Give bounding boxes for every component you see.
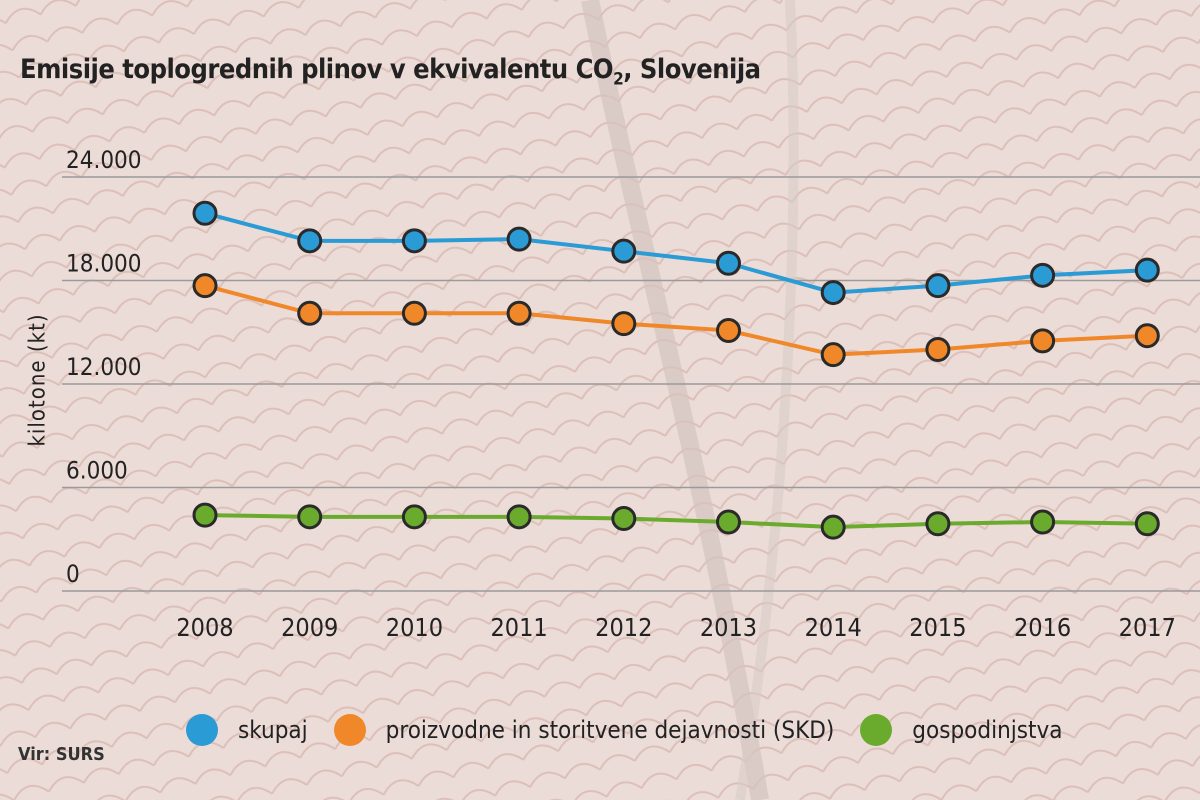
- series-line-1: [204, 283, 1148, 357]
- legend-item-skd: proizvodne in storitvene dejavnosti (SKD…: [333, 714, 835, 746]
- data-point: [192, 273, 218, 299]
- data-point: [1134, 257, 1160, 283]
- legend: skupaj proizvodne in storitvene dejavnos…: [186, 708, 1088, 752]
- data-point: [611, 311, 637, 337]
- x-tick-label: 2011: [490, 613, 547, 642]
- data-point: [506, 504, 532, 530]
- data-point: [611, 506, 637, 532]
- x-tick-label: 2015: [909, 613, 966, 642]
- data-point: [297, 228, 323, 254]
- data-point: [820, 342, 846, 368]
- data-point: [297, 504, 323, 530]
- x-tick-label: 2014: [805, 613, 862, 642]
- data-point: [925, 511, 951, 537]
- data-point: [1134, 323, 1160, 349]
- y-tick-label: 18.000: [66, 250, 142, 278]
- series-line-2: [204, 513, 1148, 530]
- legend-item-skupaj: skupaj: [186, 714, 308, 746]
- data-point: [925, 337, 951, 362]
- data-point: [192, 200, 218, 226]
- x-tick-label: 2013: [700, 613, 757, 642]
- y-tick-label: 24.000: [66, 146, 142, 174]
- data-point: [716, 250, 741, 276]
- x-tick-label: 2008: [176, 613, 233, 642]
- x-tick-label: 2016: [1014, 613, 1071, 642]
- legend-item-gospodinjstva: gospodinjstva: [860, 714, 1062, 746]
- data-point: [716, 509, 741, 535]
- data-point: [1030, 262, 1056, 288]
- data-point: [1134, 511, 1160, 537]
- data-point: [297, 300, 323, 326]
- x-tick-label: 2012: [595, 613, 652, 642]
- x-tick-label: 2010: [386, 613, 443, 642]
- source-note: Vir: SURS: [18, 744, 105, 765]
- data-point: [716, 318, 741, 344]
- data-point: [820, 280, 846, 306]
- data-point: [1030, 509, 1056, 535]
- legend-marker-gospodinjstva: [860, 714, 893, 746]
- series-line-0: [204, 211, 1148, 295]
- y-tick-label: 0: [66, 560, 80, 588]
- chart-title: Emisije toplogrednih plinov v ekvivalent…: [20, 54, 761, 90]
- legend-label-skd: proizvodne in storitvene dejavnosti (SKD…: [385, 716, 835, 744]
- legend-marker-skd: [333, 714, 366, 746]
- legend-label-gospodinjstva: gospodinjstva: [912, 716, 1063, 744]
- data-point: [506, 226, 532, 252]
- data-point: [401, 300, 427, 326]
- data-point: [401, 228, 427, 254]
- data-point: [192, 502, 218, 528]
- data-point: [506, 300, 532, 326]
- data-point: [401, 504, 427, 530]
- data-point: [820, 514, 846, 540]
- legend-marker-skupaj: [186, 714, 218, 746]
- data-point: [925, 273, 951, 299]
- legend-label-skupaj: skupaj: [238, 716, 308, 744]
- data-point: [1030, 328, 1056, 354]
- y-tick-label: 6.000: [66, 457, 128, 485]
- y-tick-label: 12.000: [66, 353, 142, 381]
- x-tick-label: 2009: [281, 613, 338, 642]
- data-point: [611, 238, 637, 264]
- x-tick-label: 2017: [1119, 613, 1176, 642]
